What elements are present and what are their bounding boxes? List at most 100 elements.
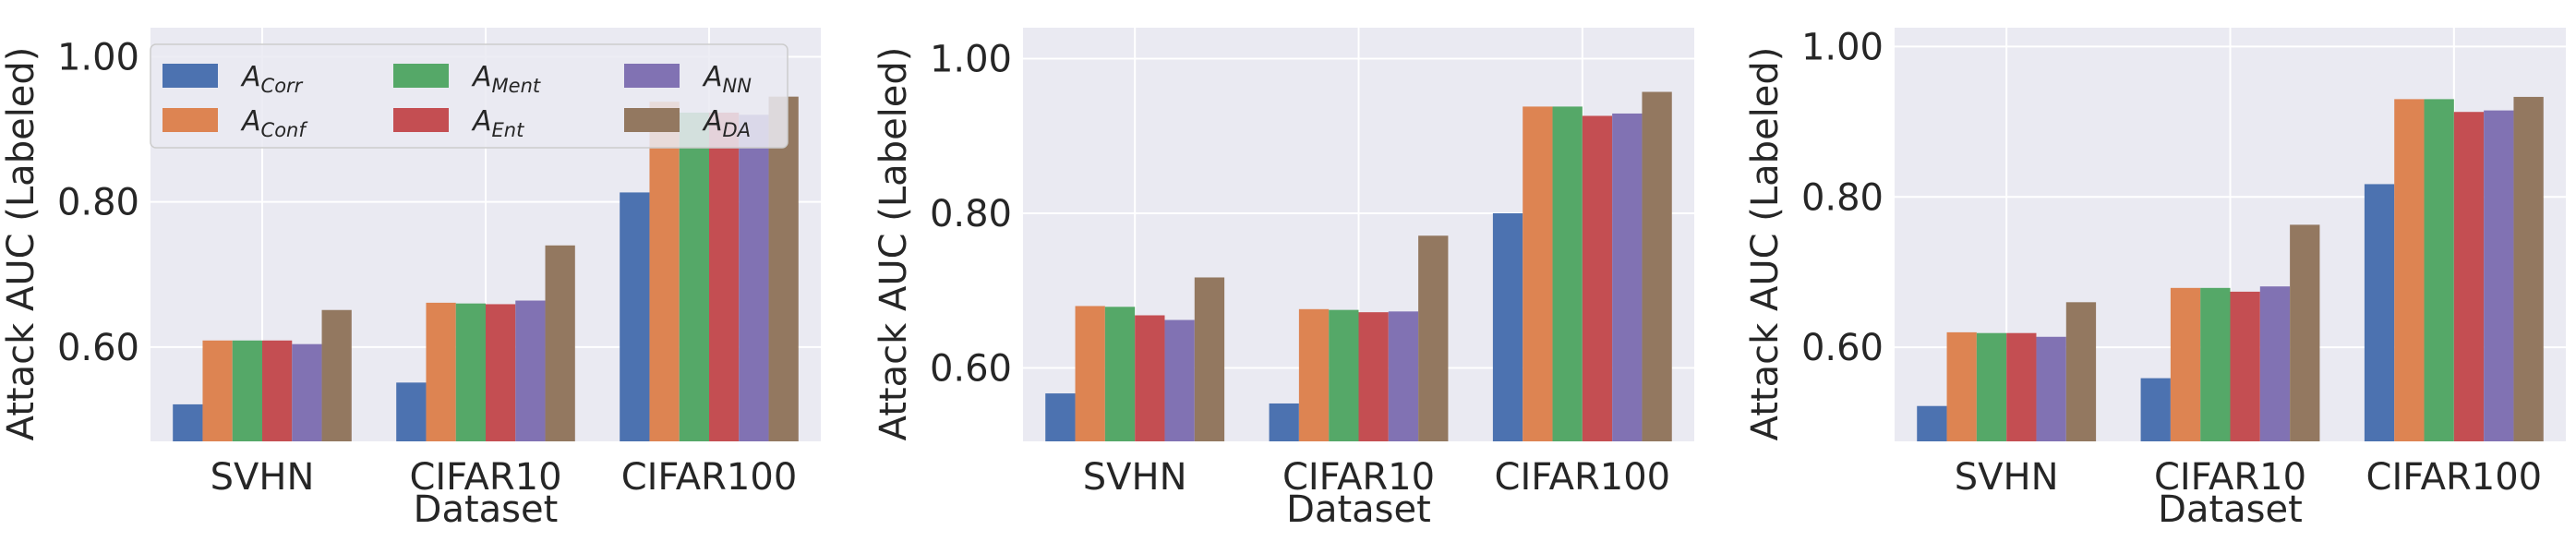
bar-da-cifar100 [768,96,799,442]
legend-symbol: A [471,61,492,93]
x-axis-label: Dataset [2158,488,2303,531]
bar-ent-svhn [262,340,293,441]
bar-ent-svhn [1135,315,1165,441]
y-tick-label: 0.80 [1801,176,1884,219]
bar-ent-cifar10 [2230,291,2260,441]
bar-ment-svhn [1976,332,2007,441]
bar-corr-svhn [1917,405,1947,441]
y-tick-label: 0.80 [930,193,1012,235]
legend-swatch [393,64,449,88]
bar-corr-svhn [173,403,203,441]
bar-ment-cifar100 [679,112,709,442]
bar-corr-cifar10 [2140,378,2171,441]
bar-nn-cifar100 [2484,110,2514,441]
legend-symbol: A [702,105,723,138]
legend-label: Conf [261,119,309,141]
bar-conf-svhn [1075,306,1105,441]
y-axis-label: Attack AUC (Labeled) [1744,47,1787,441]
bar-corr-cifar10 [396,382,427,441]
bar-nn-cifar10 [515,300,546,441]
bar-ent-cifar10 [486,304,516,441]
y-tick-label: 0.80 [57,182,139,224]
bar-corr-cifar100 [620,192,650,441]
legend-swatch [163,108,218,132]
bar-ment-cifar10 [2200,287,2231,441]
chart-panel-3: 0.60 0.80 1.00 SVHN CIFAR10 CIFAR100 Dataset At… [1744,26,2566,531]
bar-da-svhn [1194,277,1225,441]
x-tick-label: CIFAR10 [409,456,561,499]
x-tick-label: SVHN [211,456,315,499]
x-tick-label: CIFAR10 [1282,456,1435,499]
legend-entry: AConf [240,105,308,141]
x-tick-label: SVHN [1955,456,2059,499]
bar-nn-svhn [2036,336,2066,441]
bar-da-svhn [321,309,352,441]
bar-da-cifar100 [2513,96,2544,442]
x-tick-label: CIFAR100 [1495,456,1671,499]
bar-nn-cifar100 [739,114,769,441]
y-axis-label: Attack AUC (Labeled) [0,47,42,441]
bar-ment-cifar100 [1552,106,1583,441]
chart-panel-2: 0.60 0.80 1.00 SVHN CIFAR10 CIFAR100 Dataset At… [873,28,1694,531]
bar-corr-cifar100 [1492,212,1523,441]
x-tick-label: CIFAR100 [621,456,798,499]
bar-da-cifar10 [2290,224,2320,441]
legend-entry: ANN [702,61,752,97]
bar-da-cifar100 [1642,91,1672,441]
bar-corr-cifar100 [2364,184,2395,441]
x-tick-label: CIFAR10 [2154,456,2306,499]
x-tick-label: CIFAR100 [2366,456,2543,499]
bar-conf-cifar100 [2394,99,2425,441]
legend-symbol: A [471,105,492,138]
legend-label: Ent [492,119,525,141]
y-tick-label: 1.00 [1801,26,1884,68]
bar-ment-cifar100 [2424,99,2454,441]
bar-nn-cifar100 [1612,113,1643,442]
legend-swatch [163,64,218,88]
y-tick-label: 0.60 [930,347,1012,390]
bar-ment-svhn [232,340,262,441]
legend-symbol: A [240,105,261,138]
bar-conf-cifar10 [426,302,456,441]
legend-entry: ACorr [240,61,304,97]
bar-corr-cifar10 [1269,403,1299,441]
bar-da-cifar10 [1418,235,1449,441]
legend-label: Ment [492,75,541,97]
bar-ent-svhn [2006,332,2037,441]
bar-ent-cifar100 [1582,115,1613,442]
legend-symbol: A [240,61,261,93]
legend-entry: ADA [702,105,751,141]
bar-conf-cifar10 [2170,287,2201,441]
x-axis-label: Dataset [1286,488,1431,531]
bar-conf-cifar10 [1298,308,1330,441]
bar-nn-cifar10 [1388,311,1419,441]
legend-swatch [624,64,680,88]
bar-ent-cifar100 [709,112,740,442]
bar-nn-cifar10 [2259,286,2291,441]
bar-ment-svhn [1104,307,1136,441]
bar-da-cifar10 [545,245,575,441]
bar-ent-cifar10 [1358,312,1389,441]
legend-swatch [393,108,449,132]
x-tick-label: SVHN [1083,456,1187,499]
bar-nn-svhn [292,343,322,441]
y-tick-label: 1.00 [57,36,139,78]
bar-ent-cifar100 [2453,112,2485,441]
y-tick-label: 0.60 [1801,327,1884,369]
bar-nn-svhn [1164,319,1195,441]
legend-label: NN [723,75,752,97]
legend-swatch [624,108,680,132]
y-axis-label: Attack AUC (Labeled) [873,47,915,441]
legend-label: Corr [261,75,304,97]
bar-corr-svhn [1045,393,1076,441]
x-axis-label: Dataset [414,488,559,531]
bar-ment-cifar10 [455,303,486,441]
y-tick-label: 0.60 [57,327,139,369]
bar-conf-cifar100 [1523,106,1553,441]
bar-ment-cifar10 [1329,309,1359,441]
bar-conf-svhn [202,340,233,441]
legend-entry: AMent [471,61,541,97]
bar-conf-svhn [1946,331,1977,441]
